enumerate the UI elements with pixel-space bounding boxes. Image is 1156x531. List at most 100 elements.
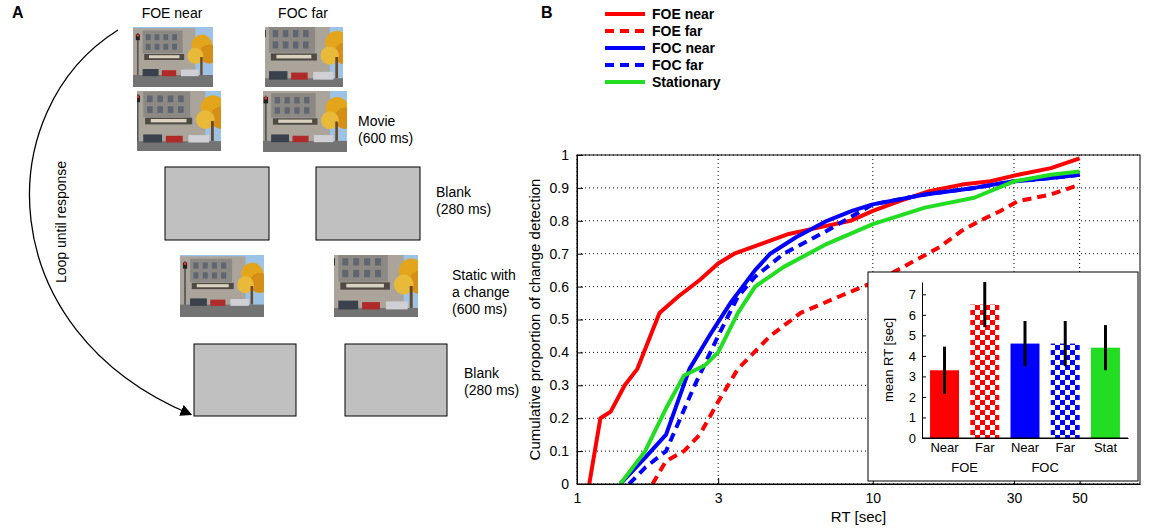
scene-shape bbox=[278, 120, 312, 123]
panel-letter: B bbox=[541, 4, 553, 21]
scene-shape bbox=[353, 258, 359, 265]
scene-shape bbox=[188, 135, 209, 142]
scene-shape bbox=[146, 34, 151, 40]
tick-label: 0.1 bbox=[550, 443, 570, 459]
scene-shape bbox=[273, 41, 279, 48]
tick-label: 0.5 bbox=[550, 311, 570, 327]
step-duration: (600 ms) bbox=[358, 130, 413, 146]
text-line: Movie bbox=[358, 113, 396, 129]
scene-shape bbox=[193, 262, 198, 268]
tick-label: 0.4 bbox=[550, 344, 570, 360]
scene-shape bbox=[221, 262, 226, 268]
scene-shape bbox=[221, 272, 226, 278]
tick-mark bbox=[922, 397, 926, 398]
scene-shape bbox=[172, 44, 177, 50]
scene-shape bbox=[285, 97, 290, 103]
scene-shape bbox=[313, 72, 333, 80]
panel-letter: A bbox=[12, 4, 24, 21]
tick-mark bbox=[922, 376, 926, 377]
tick-label: Near bbox=[930, 440, 959, 455]
error-bar bbox=[1104, 325, 1107, 370]
tick-label: 0.8 bbox=[550, 213, 570, 229]
scene-shape bbox=[283, 30, 289, 37]
tick: 10 bbox=[866, 478, 882, 506]
scene-shape bbox=[143, 91, 190, 117]
tick-mark bbox=[577, 451, 583, 452]
scene-shape bbox=[157, 106, 163, 113]
scene-shape bbox=[334, 255, 418, 317]
scene-shape bbox=[157, 95, 163, 102]
legend-swatch bbox=[605, 63, 645, 67]
blank-screen bbox=[316, 167, 420, 240]
error-bar bbox=[983, 282, 986, 327]
legend-swatch bbox=[605, 80, 645, 84]
scene-shape bbox=[211, 121, 214, 141]
scene-shape bbox=[362, 302, 380, 309]
tick-mark bbox=[922, 294, 926, 295]
blank-screen bbox=[345, 344, 447, 416]
tick-label: 2 bbox=[909, 390, 916, 405]
tick-label: 1 bbox=[561, 147, 569, 163]
inset: 01234567NearFarNearFarStatFOEFOCmean RT … bbox=[868, 272, 1138, 481]
scene-shape bbox=[265, 30, 266, 37]
tick: 3 bbox=[715, 478, 723, 506]
scene-shape bbox=[137, 91, 221, 151]
scene-shape bbox=[273, 118, 318, 124]
tick: 0.5 bbox=[550, 311, 583, 327]
scene-shape bbox=[294, 97, 299, 103]
scene-shape bbox=[147, 106, 153, 113]
scene-shape bbox=[190, 298, 207, 305]
scene-shape bbox=[338, 301, 358, 310]
scene-shape bbox=[146, 44, 151, 50]
scene-shape bbox=[269, 27, 315, 53]
text-line: a change bbox=[452, 284, 510, 300]
scene-shape bbox=[200, 57, 202, 75]
scene-shape bbox=[151, 119, 187, 122]
tick: Far bbox=[975, 438, 995, 455]
scene-shape bbox=[353, 270, 359, 277]
scene-shape bbox=[283, 41, 289, 48]
step-label: Static witha change bbox=[452, 267, 516, 300]
grid-line-y bbox=[577, 253, 1140, 254]
scene-shape bbox=[273, 30, 279, 37]
scene-shape bbox=[193, 272, 198, 278]
scene-content bbox=[180, 255, 264, 317]
scene-shape bbox=[143, 134, 162, 142]
scene-shape bbox=[180, 256, 246, 306]
scene-shape bbox=[168, 95, 174, 102]
legend-label: FOC far bbox=[652, 57, 704, 73]
axis: 13103050 bbox=[574, 478, 1141, 506]
tick-label: 1 bbox=[909, 410, 916, 425]
y-axis-title: mean RT [sec] bbox=[881, 318, 896, 402]
tick-mark bbox=[577, 221, 583, 222]
tick-mark bbox=[922, 356, 926, 357]
error-bar bbox=[1064, 321, 1067, 366]
scene-shape bbox=[133, 75, 213, 87]
scene-shape bbox=[265, 27, 343, 87]
trial-step: Movie(600 ms) bbox=[132, 22, 413, 155]
tick: 0 bbox=[561, 476, 583, 492]
scene-photo bbox=[180, 255, 264, 317]
tick: 0.9 bbox=[550, 180, 583, 196]
scene-shape bbox=[203, 262, 208, 268]
scene-shape bbox=[285, 107, 290, 113]
scene-shape bbox=[210, 300, 225, 306]
tick: 5 bbox=[909, 328, 926, 343]
scene-shape bbox=[137, 95, 140, 102]
tick-label: 0.6 bbox=[550, 279, 570, 295]
scene-shape bbox=[294, 107, 299, 113]
tick-label: Near bbox=[1011, 440, 1040, 455]
tick-mark bbox=[577, 385, 583, 386]
axis-line bbox=[922, 438, 1128, 439]
legend-swatch bbox=[605, 46, 645, 50]
tick-label: 7 bbox=[909, 287, 916, 302]
tick-mark bbox=[718, 478, 719, 484]
tick-mark bbox=[577, 418, 583, 419]
scene-content bbox=[265, 27, 343, 87]
step-label: Blank bbox=[464, 365, 500, 381]
scene-shape bbox=[137, 141, 221, 151]
error-bar bbox=[943, 347, 946, 394]
trial-step: Blank(280 ms) bbox=[165, 167, 491, 240]
text-line: Blank bbox=[436, 184, 472, 200]
scene-shape bbox=[293, 30, 299, 37]
